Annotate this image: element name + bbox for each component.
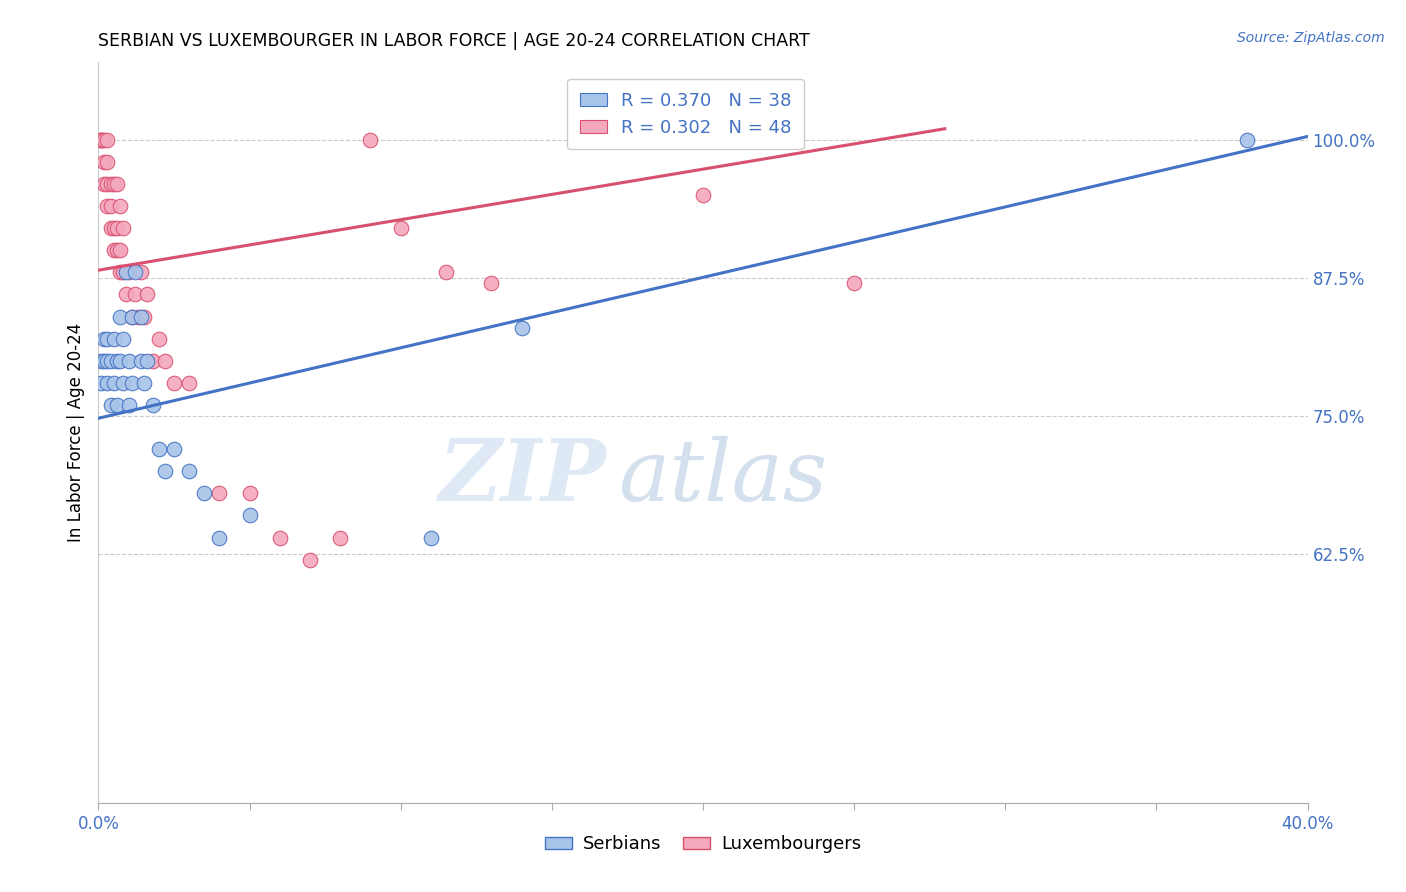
Text: atlas: atlas [619,435,828,518]
Point [118,353,141,368]
Text: Source: ZipAtlas.com: Source: ZipAtlas.com [1237,31,1385,45]
Point [96,133,118,147]
Point [420,531,443,545]
Point [299,552,322,566]
Point [124,265,146,279]
Point [208,531,231,545]
Point [96,177,118,191]
Point [129,310,152,324]
Point [148,442,170,457]
Point [105,353,128,368]
Point [132,310,155,324]
Point [208,486,231,500]
Point [100,221,122,235]
Text: ZIP: ZIP [439,435,606,519]
Point [129,353,152,368]
Point [90,353,112,368]
Legend: Serbians, Luxembourgers: Serbians, Luxembourgers [537,828,869,861]
Point [114,287,136,301]
Point [100,353,122,368]
Point [329,531,352,545]
Point [163,376,186,390]
Point [179,464,201,478]
Point [111,332,134,346]
Point [153,353,176,368]
Point [100,398,122,412]
Point [135,287,157,301]
Point [239,508,262,523]
Point [105,221,128,235]
Point [121,310,143,324]
Point [142,398,165,412]
Point [108,310,131,324]
Point [163,442,186,457]
Point [239,486,262,500]
Point [90,133,112,147]
Point [103,177,125,191]
Y-axis label: In Labor Force | Age 20-24: In Labor Force | Age 20-24 [66,323,84,542]
Point [103,332,125,346]
Point [108,244,131,258]
Point [105,177,128,191]
Point [129,265,152,279]
Point [96,376,118,390]
Point [93,353,115,368]
Point [105,398,128,412]
Point [153,464,176,478]
Point [360,133,382,147]
Point [103,244,125,258]
Point [96,332,118,346]
Point [105,244,128,258]
Point [90,376,112,390]
Point [108,353,131,368]
Point [118,265,141,279]
Point [93,332,115,346]
Point [481,277,503,291]
Point [118,398,141,412]
Point [96,154,118,169]
Point [114,265,136,279]
Point [100,199,122,213]
Point [135,353,157,368]
Point [93,154,115,169]
Point [148,332,170,346]
Point [103,221,125,235]
Point [127,310,149,324]
Point [124,287,146,301]
Point [844,277,866,291]
Point [193,486,215,500]
Point [692,188,714,202]
Point [389,221,412,235]
Point [132,376,155,390]
Point [111,376,134,390]
Point [90,133,112,147]
Point [108,265,131,279]
Point [1236,133,1258,147]
Point [93,133,115,147]
Point [96,353,118,368]
Text: SERBIAN VS LUXEMBOURGER IN LABOR FORCE | AGE 20-24 CORRELATION CHART: SERBIAN VS LUXEMBOURGER IN LABOR FORCE |… [98,32,810,50]
Point [179,376,201,390]
Point [103,376,125,390]
Point [96,199,118,213]
Point [111,221,134,235]
Point [510,320,533,334]
Point [142,353,165,368]
Point [111,265,134,279]
Point [434,265,457,279]
Point [121,376,143,390]
Point [100,177,122,191]
Point [269,531,291,545]
Point [121,310,143,324]
Point [108,199,131,213]
Point [93,177,115,191]
Point [90,133,112,147]
